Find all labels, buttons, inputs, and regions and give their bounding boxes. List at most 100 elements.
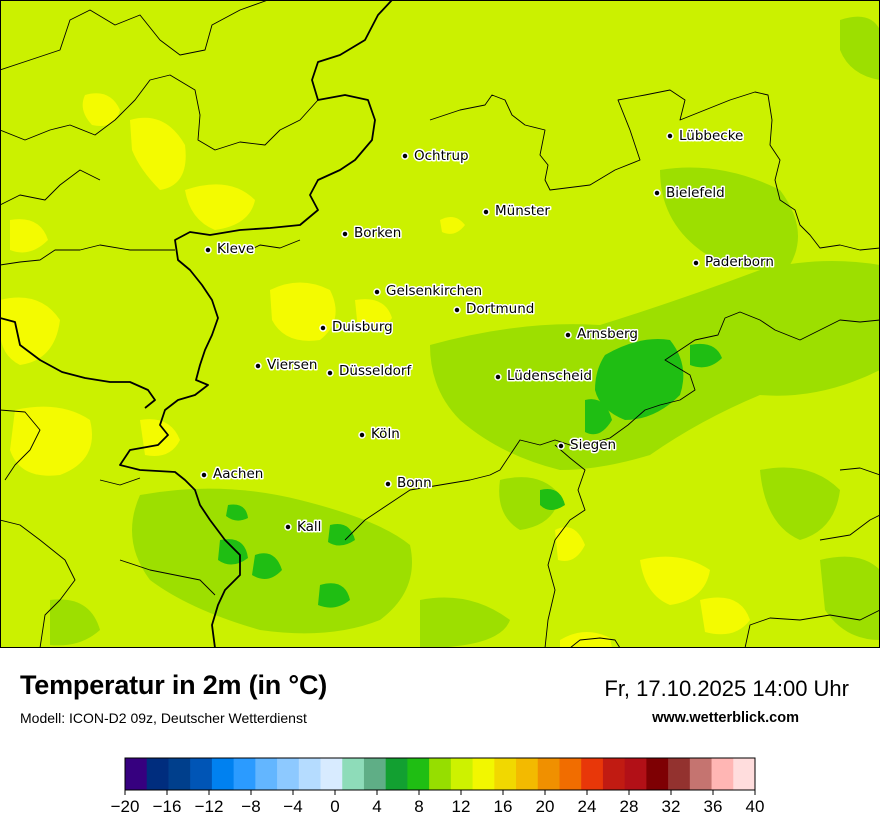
city-markers: Lübbecke Ochtrup Bielefeld Münster Kleve… bbox=[200, 127, 775, 537]
city-aachen[interactable]: Aachen bbox=[200, 465, 265, 484]
legend-swatch bbox=[689, 758, 713, 790]
city-label: Arnsberg bbox=[577, 326, 638, 342]
legend-tick-label: 8 bbox=[414, 797, 423, 816]
city-dot bbox=[482, 208, 490, 216]
city-dot bbox=[358, 431, 366, 439]
city-label: Ochtrup bbox=[414, 148, 469, 164]
city-label: Bielefeld bbox=[666, 185, 725, 201]
legend-swatch bbox=[407, 758, 430, 790]
city-label: Lüdenscheid bbox=[507, 368, 592, 384]
city-kleve[interactable]: Kleve bbox=[204, 240, 256, 259]
forecast-datetime: Fr, 17.10.2025 14:00 Uhr bbox=[604, 676, 849, 701]
legend-swatch bbox=[211, 758, 235, 790]
city-label: Dortmund bbox=[466, 301, 534, 317]
legend-tick-label: 0 bbox=[330, 797, 339, 816]
city-duisburg[interactable]: Duisburg bbox=[319, 318, 394, 337]
legend-tick-label: 40 bbox=[746, 797, 765, 816]
city-viersen[interactable]: Viersen bbox=[254, 356, 319, 375]
city-dot bbox=[326, 369, 334, 377]
legend-swatch bbox=[363, 758, 387, 790]
warm-areas bbox=[0, 93, 750, 648]
city-dot bbox=[453, 306, 461, 314]
legend-swatch bbox=[711, 758, 734, 790]
country-borders bbox=[0, 0, 880, 648]
city-dot bbox=[653, 189, 661, 197]
city-luebbecke[interactable]: Lübbecke bbox=[666, 127, 745, 146]
legend-tick-label: −8 bbox=[241, 797, 260, 816]
legend-tick-label: 32 bbox=[662, 797, 681, 816]
legend-swatch bbox=[255, 758, 278, 790]
city-label: Viersen bbox=[267, 357, 317, 373]
city-dot bbox=[401, 152, 409, 160]
city-dot bbox=[384, 480, 392, 488]
city-label: Bonn bbox=[397, 475, 432, 491]
legend-frame bbox=[124, 757, 756, 791]
legend-swatch bbox=[581, 758, 604, 790]
city-label: Aachen bbox=[213, 466, 263, 482]
legend-swatch bbox=[537, 758, 560, 790]
website-link[interactable]: www.wetterblick.com bbox=[652, 710, 799, 726]
legend-tick-label: 20 bbox=[536, 797, 555, 816]
city-label: Kall bbox=[297, 519, 321, 535]
city-kall[interactable]: Kall bbox=[284, 518, 323, 537]
city-borken[interactable]: Borken bbox=[341, 224, 403, 243]
legend-swatch bbox=[125, 758, 148, 790]
city-dot bbox=[692, 259, 700, 267]
city-dot bbox=[204, 246, 212, 254]
city-dortmund[interactable]: Dortmund bbox=[453, 300, 536, 319]
legend-colorbar: −20 −16 −12 −8 −4 0 4 8 12 16 20 24 28 32 36 40 bbox=[111, 757, 765, 816]
city-siegen[interactable]: Siegen bbox=[557, 436, 618, 455]
city-paderborn[interactable]: Paderborn bbox=[692, 253, 775, 272]
city-label: Köln bbox=[371, 426, 400, 442]
city-gelsenkirchen[interactable]: Gelsenkirchen bbox=[373, 282, 484, 301]
legend-tick-label: 4 bbox=[372, 797, 381, 816]
legend-swatch bbox=[429, 758, 452, 790]
legend-swatch bbox=[494, 758, 517, 790]
legend-swatch bbox=[168, 758, 191, 790]
city-bonn[interactable]: Bonn bbox=[384, 474, 433, 493]
city-dot bbox=[254, 362, 262, 370]
city-arnsberg[interactable]: Arnsberg bbox=[564, 325, 639, 344]
legend-swatch bbox=[342, 758, 365, 790]
legend-swatch bbox=[472, 758, 495, 790]
city-bielefeld[interactable]: Bielefeld bbox=[653, 184, 726, 203]
legend-swatch bbox=[320, 758, 343, 790]
city-luedenscheid[interactable]: Lüdenscheid bbox=[494, 367, 593, 386]
city-label: Paderborn bbox=[705, 254, 774, 270]
map-title: Temperatur in 2m (in °C) bbox=[20, 670, 328, 700]
legend-swatch bbox=[602, 758, 626, 790]
city-koeln[interactable]: Köln bbox=[358, 425, 401, 444]
legend-swatch bbox=[190, 758, 213, 790]
legend-swatch bbox=[385, 758, 408, 790]
map-canvas: Lübbecke Ochtrup Bielefeld Münster Kleve… bbox=[0, 0, 880, 648]
legend-swatch bbox=[233, 758, 256, 790]
legend-swatch bbox=[450, 758, 474, 790]
legend-swatch bbox=[668, 758, 691, 790]
city-ochtrup[interactable]: Ochtrup bbox=[401, 147, 470, 166]
city-label: Düsseldorf bbox=[339, 363, 412, 379]
city-dot bbox=[557, 442, 565, 450]
legend-swatch bbox=[624, 758, 647, 790]
city-dot bbox=[666, 132, 674, 140]
city-dot bbox=[373, 288, 381, 296]
legend-tick-label: −20 bbox=[111, 797, 140, 816]
city-duesseldorf[interactable]: Düsseldorf bbox=[326, 362, 414, 381]
legend-tick-label: 28 bbox=[620, 797, 639, 816]
legend-swatch bbox=[146, 758, 169, 790]
city-muenster[interactable]: Münster bbox=[482, 202, 552, 221]
legend-swatch bbox=[516, 758, 539, 790]
color-legend: −20 −16 −12 −8 −4 0 4 8 12 16 20 24 28 32 36 40 bbox=[0, 748, 880, 830]
legend-swatch bbox=[646, 758, 669, 790]
legend-tick-label: −12 bbox=[195, 797, 224, 816]
legend-tick-label: −4 bbox=[283, 797, 302, 816]
legend-tick-label: 36 bbox=[704, 797, 723, 816]
district-borders bbox=[0, 0, 880, 648]
city-label: Duisburg bbox=[332, 319, 393, 335]
city-dot bbox=[200, 471, 208, 479]
city-label: Münster bbox=[495, 203, 550, 219]
map-subtitle: Modell: ICON-D2 09z, Deutscher Wetterdie… bbox=[20, 710, 307, 726]
city-dot bbox=[319, 324, 327, 332]
temperature-map: Lübbecke Ochtrup Bielefeld Münster Kleve… bbox=[0, 0, 880, 648]
city-label: Lübbecke bbox=[679, 128, 743, 144]
city-label: Siegen bbox=[570, 437, 616, 453]
